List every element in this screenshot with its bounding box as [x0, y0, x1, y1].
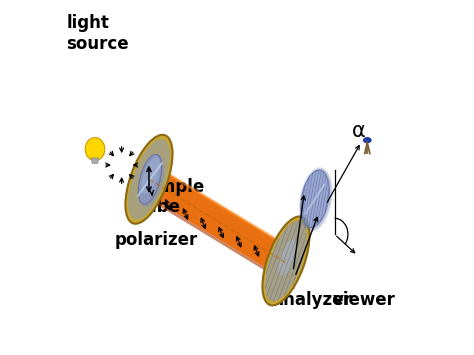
Ellipse shape — [364, 137, 371, 143]
Ellipse shape — [85, 138, 105, 160]
Polygon shape — [143, 157, 283, 245]
Ellipse shape — [300, 168, 332, 231]
Ellipse shape — [138, 154, 164, 206]
Polygon shape — [91, 158, 99, 163]
Text: analyzer: analyzer — [273, 291, 352, 309]
Polygon shape — [155, 201, 296, 289]
Polygon shape — [143, 158, 292, 284]
Ellipse shape — [300, 169, 333, 232]
Ellipse shape — [301, 170, 329, 228]
Ellipse shape — [141, 158, 160, 194]
Ellipse shape — [139, 155, 164, 207]
Text: light
source: light source — [67, 14, 129, 53]
Ellipse shape — [299, 167, 331, 230]
Ellipse shape — [126, 135, 173, 224]
Ellipse shape — [128, 139, 170, 220]
Ellipse shape — [138, 154, 162, 204]
Text: sample
tube: sample tube — [137, 178, 205, 216]
Ellipse shape — [278, 239, 297, 275]
Text: polarizer: polarizer — [115, 231, 198, 249]
Text: α: α — [352, 121, 366, 141]
Ellipse shape — [137, 153, 163, 205]
Ellipse shape — [265, 220, 307, 301]
Ellipse shape — [139, 155, 165, 207]
Ellipse shape — [263, 217, 310, 305]
Text: viewer: viewer — [333, 291, 396, 309]
